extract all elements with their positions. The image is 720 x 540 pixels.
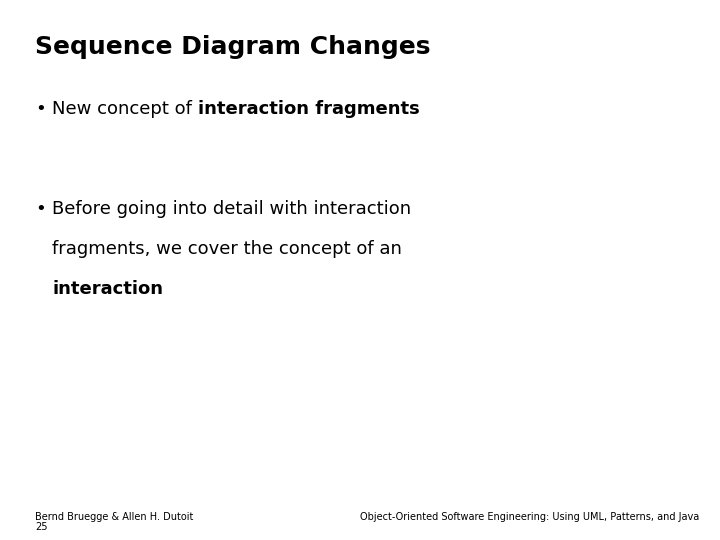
- Text: New concept of: New concept of: [52, 100, 197, 118]
- Text: •: •: [35, 200, 46, 218]
- Text: Sequence Diagram Changes: Sequence Diagram Changes: [35, 35, 431, 59]
- Text: interaction fragments: interaction fragments: [197, 100, 419, 118]
- Text: 25: 25: [35, 522, 48, 532]
- Text: •: •: [35, 100, 46, 118]
- Text: Object-Oriented Software Engineering: Using UML, Patterns, and Java: Object-Oriented Software Engineering: Us…: [360, 512, 699, 522]
- Text: Before going into detail with interaction: Before going into detail with interactio…: [52, 200, 411, 218]
- Text: Bernd Bruegge & Allen H. Dutoit: Bernd Bruegge & Allen H. Dutoit: [35, 512, 194, 522]
- Text: fragments, we cover the concept of an: fragments, we cover the concept of an: [52, 240, 402, 258]
- Text: interaction: interaction: [52, 280, 163, 298]
